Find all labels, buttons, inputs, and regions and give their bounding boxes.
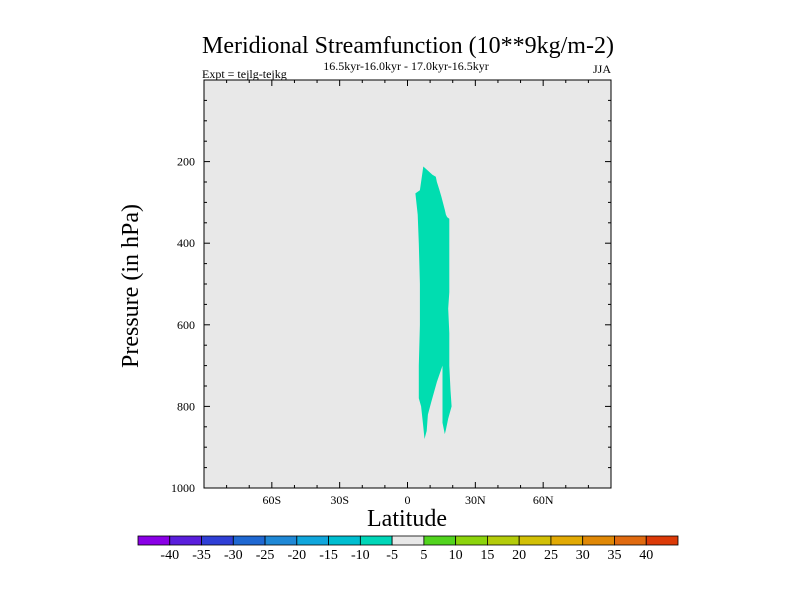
- contour-region-negative-cell: [415, 166, 452, 439]
- colorbar-swatch: [169, 535, 202, 546]
- colorbar-swatch: [550, 535, 584, 546]
- y-tick-label: 400: [177, 236, 195, 250]
- colorbar-swatch: [487, 535, 520, 546]
- colorbar-label: 30: [576, 548, 590, 563]
- colorbar-swatch: [518, 535, 552, 546]
- y-tick-label: 600: [177, 318, 195, 332]
- colorbar-swatch: [455, 535, 488, 546]
- colorbar-swatch: [201, 535, 234, 546]
- time-range-label: 16.5kyr-16.0kyr - 17.0kyr-16.5kyr: [323, 59, 489, 73]
- x-axis-title: Latitude: [367, 506, 447, 532]
- experiment-label: Expt = tejlg-tejkg: [202, 67, 287, 81]
- x-tick-label: 30N: [465, 493, 486, 507]
- x-tick-label: 60S: [262, 493, 281, 507]
- colorbar-swatch: [423, 535, 457, 546]
- colorbar-label: -40: [160, 548, 179, 563]
- colorbar-swatch: [296, 535, 329, 546]
- x-tick-label: 0: [405, 493, 411, 507]
- contour-layer: [415, 166, 452, 439]
- x-tick-label: 60N: [533, 493, 554, 507]
- colorbar: -40 -35 -30 -25 -20 -15 -10 -5 5 10 15 20 25 30 35 40: [137, 535, 679, 563]
- colorbar-label: -15: [319, 548, 338, 563]
- colorbar-swatch: [328, 535, 361, 546]
- colorbar-label: -35: [192, 548, 211, 563]
- colorbar-label: 35: [607, 548, 621, 563]
- colorbar-swatch: [137, 535, 171, 546]
- colorbar-label: 15: [480, 548, 494, 563]
- season-label: JJA: [593, 62, 611, 76]
- colorbar-label: 40: [639, 548, 653, 563]
- colorbar-swatch: [582, 535, 615, 546]
- colorbar-label: -5: [386, 548, 398, 563]
- y-tick-label: 200: [177, 155, 195, 169]
- y-axis-title: Pressure (in hPa): [118, 204, 144, 368]
- colorbar-label: 25: [544, 548, 558, 563]
- colorbar-swatch: [645, 535, 679, 546]
- chart-title: Meridional Streamfunction (10**9kg/m-2): [202, 33, 614, 59]
- colorbar-label: -30: [224, 548, 243, 563]
- colorbar-label: -20: [287, 548, 306, 563]
- colorbar-label: 5: [420, 548, 427, 563]
- plot-area-background: [204, 80, 611, 488]
- y-tick-label: 1000: [171, 481, 195, 495]
- colorbar-label: -25: [256, 548, 275, 563]
- colorbar-swatch: [391, 535, 425, 546]
- colorbar-label: 20: [512, 548, 526, 563]
- y-axis: 200 400 600 800 1000: [171, 99, 611, 495]
- colorbar-label: -10: [351, 548, 370, 563]
- colorbar-label: 10: [449, 548, 463, 563]
- colorbar-swatch: [264, 535, 298, 546]
- y-tick-label: 800: [177, 399, 195, 413]
- x-axis: 60S 30S 0 30N 60N: [226, 80, 589, 507]
- colorbar-swatch: [232, 535, 266, 546]
- x-tick-label: 30S: [330, 493, 349, 507]
- colorbar-swatch: [359, 535, 393, 546]
- colorbar-swatch: [614, 535, 647, 546]
